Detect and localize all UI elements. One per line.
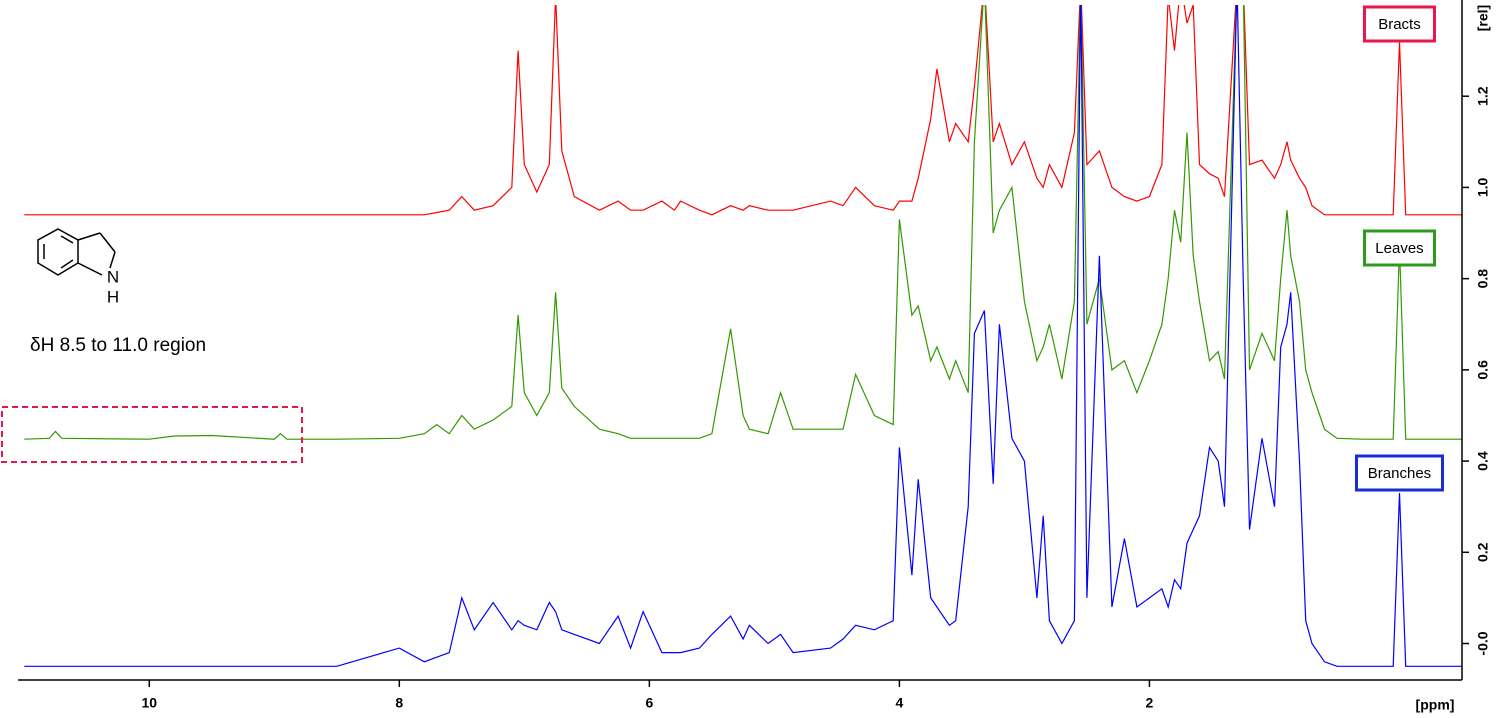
legend-label: Bracts bbox=[1378, 16, 1421, 33]
legend-box bbox=[1362, 5, 1436, 43]
y-tick-label: 1.2 bbox=[1475, 86, 1491, 106]
y-tick-label: 0.2 bbox=[1475, 542, 1491, 562]
spectrum-line bbox=[24, 5, 1462, 440]
legend-box bbox=[1362, 229, 1436, 267]
legend-label: Leaves bbox=[1375, 240, 1423, 257]
y-tick-label: 0.4 bbox=[1475, 451, 1491, 471]
atom-label: N bbox=[107, 267, 119, 286]
legend-label: Branches bbox=[1368, 465, 1431, 482]
y-tick-label: 0.8 bbox=[1475, 269, 1491, 289]
y-tick-label: 0.6 bbox=[1475, 360, 1491, 380]
highlight-box bbox=[1, 406, 303, 463]
y-tick-label: -0.0 bbox=[1475, 631, 1491, 655]
legend-box bbox=[1354, 454, 1444, 492]
x-tick-label: 4 bbox=[896, 695, 904, 711]
annotation: δH 8.5 to 11.0 region bbox=[30, 335, 206, 356]
y-tick-label: 1.0 bbox=[1475, 177, 1491, 197]
x-tick-label: 2 bbox=[1146, 695, 1154, 711]
spectrum-line bbox=[24, 5, 1462, 216]
x-axis-label: [ppm] bbox=[1416, 697, 1455, 713]
y-axis-label: [rel] bbox=[1475, 5, 1491, 31]
plot-area bbox=[24, 5, 1462, 667]
x-tick-label: 8 bbox=[395, 695, 403, 711]
atom-label: H bbox=[107, 287, 119, 306]
x-tick-label: 6 bbox=[645, 695, 653, 711]
x-tick-label: 10 bbox=[141, 695, 157, 711]
spectrum-line bbox=[24, 5, 1462, 667]
indoline-structure bbox=[37, 228, 116, 276]
